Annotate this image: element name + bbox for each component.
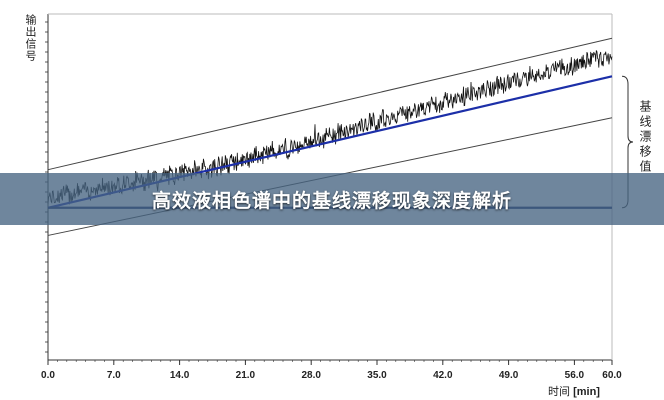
x-tick-label: 49.0 bbox=[499, 370, 519, 381]
x-tick-label: 60.0 bbox=[602, 370, 622, 381]
x-tick-label: 56.0 bbox=[565, 370, 585, 381]
x-tick-label: 28.0 bbox=[301, 370, 321, 381]
x-tick-label: 7.0 bbox=[107, 370, 121, 381]
x-axis-unit: [min] bbox=[573, 386, 600, 398]
upper-envelope-line bbox=[47, 37, 613, 171]
title-banner: 高效液相色谱中的基线漂移现象深度解析 bbox=[0, 173, 664, 225]
x-tick-label: 42.0 bbox=[433, 370, 453, 381]
x-tick-label: 35.0 bbox=[367, 370, 387, 381]
x-tick-label: 14.0 bbox=[170, 370, 190, 381]
x-tick-label: 21.0 bbox=[236, 370, 256, 381]
x-axis-label: 时间 [min] bbox=[548, 383, 600, 399]
y-axis-label: 输出信号 bbox=[24, 14, 36, 62]
baseline-drift-annotation: 基线漂移值 bbox=[638, 100, 652, 175]
x-axis-name: 时间 bbox=[548, 386, 570, 398]
banner-title: 高效液相色谱中的基线漂移现象深度解析 bbox=[151, 190, 512, 212]
x-tick-label: 0.0 bbox=[41, 370, 55, 381]
